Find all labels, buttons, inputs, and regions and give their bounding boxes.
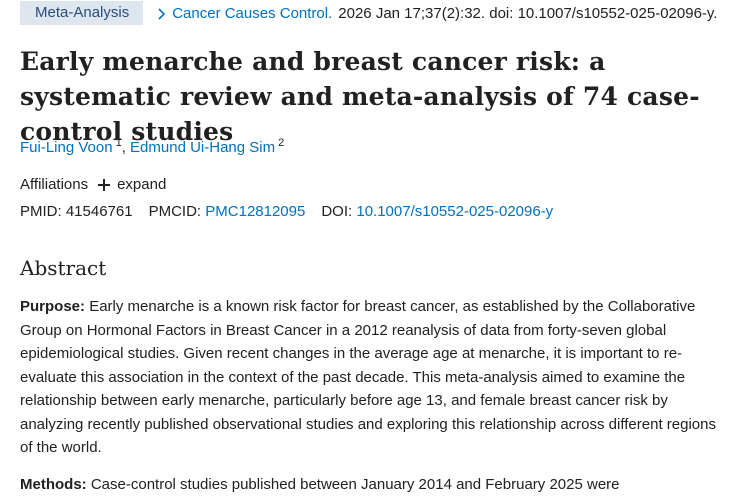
doi-link[interactable]: 10.1007/s10552-025-02096-y	[356, 203, 554, 220]
affiliation-ref[interactable]: 2	[278, 137, 285, 149]
pmcid-label: PMCID:	[148, 203, 202, 220]
citation-text: 2026 Jan 17;37(2):32. doi: 10.1007/s1055…	[338, 4, 718, 22]
doi-label: DOI:	[321, 203, 353, 220]
purpose-text: Early menarche is a known risk factor fo…	[20, 298, 716, 456]
article-title: Early menarche and breast cancer risk: a…	[20, 47, 700, 146]
publication-type-badge[interactable]: Meta-Analysis	[20, 1, 144, 25]
affiliation-ref[interactable]: 1	[115, 137, 122, 149]
abstract-purpose: Purpose: Early menarche is a known risk …	[20, 295, 732, 460]
affiliations-row: Affiliations expand	[20, 176, 166, 193]
methods-text: Case-control studies published between J…	[90, 476, 620, 493]
affiliations-label: Affiliations	[20, 176, 89, 193]
abstract-heading: Abstract	[20, 256, 107, 280]
author-list: Fui-Ling Voon 1, Edmund Ui-Hang Sim 2	[20, 137, 284, 156]
purpose-label: Purpose:	[20, 298, 86, 315]
author-link[interactable]: Fui-Ling Voon	[20, 139, 113, 156]
chevron-right-icon	[157, 8, 166, 20]
journal-link[interactable]: Cancer Causes Control.	[172, 4, 333, 22]
abstract-methods: Methods: Case-control studies published …	[20, 473, 732, 497]
pmcid-link[interactable]: PMC12812095	[205, 203, 306, 220]
expand-affiliations-button[interactable]: expand	[98, 176, 166, 193]
author-separator: ,	[121, 139, 131, 156]
pmid-value: 41546761	[65, 203, 133, 220]
author-link[interactable]: Edmund Ui-Hang Sim	[130, 139, 276, 156]
methods-label: Methods:	[20, 476, 87, 493]
expand-label: expand	[117, 176, 167, 193]
plus-icon	[98, 178, 111, 191]
identifiers-row: PMID: 41546761 PMCID: PMC12812095 DOI: 10.…	[20, 203, 553, 220]
article-header: Meta-Analysis Cancer Causes Control. 202…	[20, 1, 718, 25]
pmid-label: PMID:	[20, 203, 62, 220]
